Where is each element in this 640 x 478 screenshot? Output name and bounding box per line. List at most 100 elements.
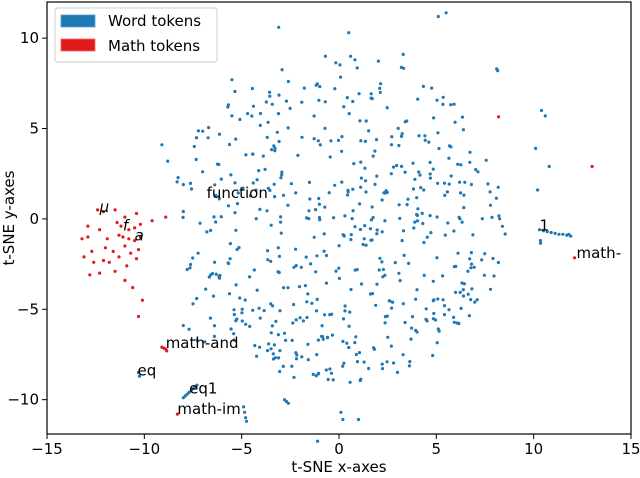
data-point <box>271 304 275 308</box>
data-point <box>166 159 170 163</box>
data-point <box>383 321 387 325</box>
data-point <box>207 126 211 130</box>
data-point <box>459 191 463 195</box>
data-point <box>271 352 275 356</box>
data-point <box>469 298 473 302</box>
data-point <box>251 181 255 185</box>
data-point <box>343 214 347 218</box>
data-point <box>385 106 389 110</box>
data-point <box>441 298 445 302</box>
data-point <box>217 275 221 279</box>
data-point <box>398 279 402 283</box>
data-point <box>292 265 296 269</box>
data-point <box>276 112 281 116</box>
point-annotation: f <box>123 217 131 235</box>
data-point <box>272 182 276 186</box>
data-point <box>314 83 318 87</box>
data-point <box>280 68 284 72</box>
data-point <box>374 138 379 142</box>
data-point <box>409 337 413 341</box>
data-point <box>280 173 284 177</box>
data-point <box>305 300 309 304</box>
data-point <box>272 343 276 347</box>
data-point <box>301 319 305 323</box>
data-point <box>324 253 329 258</box>
data-point <box>405 203 409 207</box>
data-point <box>251 104 256 108</box>
data-point <box>431 167 435 171</box>
data-point <box>315 353 319 357</box>
data-point <box>402 253 406 257</box>
data-point <box>187 327 191 331</box>
data-point <box>277 93 281 97</box>
data-point <box>427 140 431 144</box>
data-point <box>363 224 367 228</box>
data-point <box>273 146 277 150</box>
data-point <box>492 274 496 278</box>
data-point <box>469 262 474 266</box>
data-point <box>403 320 407 325</box>
data-point <box>378 86 382 90</box>
data-point <box>390 306 394 310</box>
data-point <box>92 260 96 264</box>
data-point <box>254 188 258 192</box>
data-point <box>101 258 106 263</box>
data-point <box>460 281 464 285</box>
data-point <box>536 188 540 192</box>
data-point <box>334 61 338 65</box>
data-point <box>113 208 117 212</box>
legend: Word tokens Math tokens <box>54 7 218 63</box>
data-point <box>410 315 415 319</box>
data-point <box>351 187 355 191</box>
data-point <box>463 180 467 184</box>
data-point <box>380 198 384 202</box>
data-point <box>117 255 121 259</box>
data-point <box>351 99 355 104</box>
data-point <box>459 163 463 167</box>
data-point <box>398 216 402 220</box>
data-point <box>397 143 401 148</box>
data-point <box>307 180 312 184</box>
data-point <box>474 168 478 172</box>
data-point <box>469 251 473 255</box>
data-point <box>273 195 277 199</box>
data-point <box>458 217 462 221</box>
data-point <box>496 260 500 265</box>
data-point <box>503 232 507 236</box>
data-point <box>323 100 327 104</box>
data-point <box>255 288 259 292</box>
data-point <box>318 85 322 89</box>
data-point <box>323 126 327 130</box>
data-point <box>329 371 334 375</box>
data-point <box>266 258 270 262</box>
data-point <box>433 318 438 322</box>
data-point <box>286 286 290 290</box>
data-point <box>569 234 573 238</box>
data-point <box>362 360 366 364</box>
data-point <box>276 333 280 337</box>
data-point <box>441 95 445 99</box>
data-point <box>105 237 109 241</box>
data-point <box>304 255 308 259</box>
data-point <box>309 262 313 266</box>
data-point <box>347 112 351 116</box>
data-point <box>233 211 237 215</box>
data-point <box>364 243 368 247</box>
data-point <box>342 105 346 109</box>
data-point <box>412 226 416 230</box>
data-point <box>312 114 316 118</box>
data-point <box>278 309 282 313</box>
data-point <box>331 378 335 382</box>
data-point <box>300 100 304 104</box>
data-point <box>289 182 293 186</box>
data-point <box>277 139 281 144</box>
data-point <box>111 249 115 253</box>
data-point <box>269 331 273 335</box>
x-tick-label: −10 <box>129 440 161 458</box>
data-point <box>189 262 193 267</box>
data-point <box>476 170 480 174</box>
data-point <box>246 112 250 116</box>
data-point <box>278 369 282 374</box>
data-point <box>211 294 216 298</box>
data-point <box>280 170 284 174</box>
